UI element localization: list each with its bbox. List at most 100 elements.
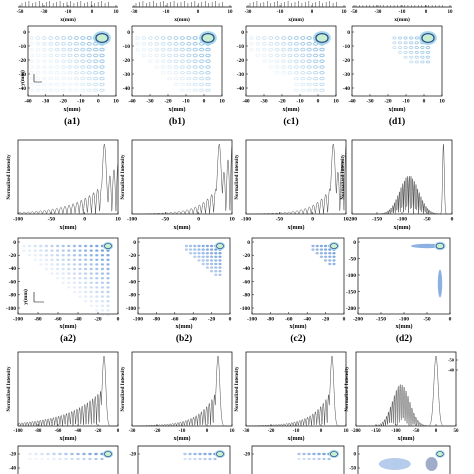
lobe-spot — [315, 248, 319, 251]
lobe-halo — [306, 47, 313, 52]
lobe-spot — [328, 248, 332, 251]
lobe-halo — [54, 53, 60, 58]
lobe-halo — [80, 76, 86, 81]
lobe-halo — [67, 59, 73, 64]
lobe-halo — [67, 65, 73, 69]
lobe-halo — [86, 76, 93, 81]
lobe-spot — [324, 248, 328, 251]
lobe-halo — [141, 41, 147, 46]
lobe-ring — [61, 65, 66, 69]
lobe-halo — [287, 65, 293, 69]
lobe-spot — [52, 452, 56, 456]
x-tick-label: -150 — [376, 317, 386, 323]
lobe-ring — [319, 88, 325, 92]
lobe-ring — [193, 83, 198, 86]
lobe-halo — [274, 41, 280, 46]
x-tick-label: 0 — [229, 317, 232, 323]
lobe-spot — [78, 272, 82, 275]
lobe-spot — [67, 267, 71, 271]
lobe-spot — [218, 255, 222, 258]
lobe-ring — [154, 53, 159, 57]
y-tick-label: 0 — [241, 30, 244, 36]
lobe-halo — [306, 35, 313, 41]
lobe-spot — [89, 290, 93, 294]
x-tick-label: -50 — [423, 217, 431, 223]
main-lobe-glow — [435, 450, 445, 458]
main-lobe-glow — [214, 449, 226, 458]
lobe-ring — [135, 42, 140, 46]
lobe-spot — [95, 300, 99, 303]
lobe-ring — [275, 36, 280, 40]
lobe-halo — [293, 82, 300, 87]
lobe-ring — [186, 53, 191, 57]
lobe-spot — [84, 286, 88, 289]
lobe-halo — [92, 76, 99, 81]
lobe-halo — [261, 47, 267, 52]
lobe-spot — [332, 262, 336, 266]
lobe-ring — [294, 88, 299, 92]
lobe-ring — [154, 36, 159, 40]
intensity-curve — [17, 143, 118, 215]
lobe-spot — [78, 290, 82, 294]
lobe-ring — [93, 77, 98, 80]
lobe-ring — [99, 53, 105, 57]
lobe-spot — [322, 452, 326, 456]
lobe-halo — [392, 36, 397, 40]
lobe-spot — [214, 273, 218, 276]
lobe-halo — [414, 55, 420, 59]
lobe-spot — [58, 452, 62, 456]
lobe-spot — [214, 270, 218, 273]
y-tick-label: 0 — [353, 240, 356, 246]
lobe-ring — [61, 36, 66, 40]
lobe-ring — [256, 42, 260, 46]
lobe-halo — [192, 35, 199, 41]
x-tick-label: -60 — [285, 317, 293, 323]
lobe-halo — [306, 70, 313, 75]
lobe-ring — [74, 59, 79, 63]
lobe-spot — [44, 244, 49, 248]
lobe-ring — [420, 60, 425, 64]
lobe-ring — [319, 53, 325, 57]
lobe-ring — [87, 77, 92, 80]
lobe-spot — [89, 300, 93, 303]
lobe-ring — [148, 59, 153, 63]
lobe-halo — [274, 47, 280, 52]
lobe-ring — [300, 59, 305, 63]
lobe-spot — [89, 258, 93, 261]
lobe-ring — [426, 56, 430, 59]
lobe-ring — [420, 46, 425, 49]
profile-frame — [17, 351, 119, 427]
y-tick-label: -40 — [448, 368, 455, 373]
lobe-halo — [268, 53, 274, 58]
lobe-ring — [392, 41, 397, 45]
lobe-ring — [93, 59, 98, 63]
x-tick-label: -80 — [267, 317, 275, 323]
panel-label: (b2) — [176, 333, 192, 344]
lobe-ring — [313, 88, 318, 92]
lobe-halo — [135, 41, 140, 46]
lobe-spot — [61, 258, 65, 261]
lobe-spot — [84, 277, 88, 280]
lobe-halo — [154, 36, 160, 40]
lobe-spot — [95, 281, 99, 284]
lobe-ring — [415, 41, 419, 45]
lobe-halo — [29, 82, 34, 87]
lobe-ring — [415, 36, 419, 40]
lobe-ring — [268, 65, 273, 69]
lobe-spot — [44, 267, 49, 271]
lobe-halo — [392, 46, 397, 50]
y-tick-label: 0 — [347, 30, 350, 36]
lobe-halo — [29, 76, 34, 81]
lobe-ring — [99, 71, 105, 75]
lobe-ring — [87, 83, 92, 86]
lobe-halo — [160, 59, 166, 64]
lobe-ring — [99, 59, 105, 63]
lobe-halo — [408, 41, 414, 45]
lobe-halo — [306, 41, 313, 46]
lobe-spot — [328, 262, 332, 266]
lobe-halo — [300, 41, 306, 46]
lobe-halo — [255, 47, 261, 52]
y-axis-label: Normalized Intensity — [7, 366, 12, 412]
lobe-spot — [189, 248, 193, 251]
lobe-spot — [56, 258, 60, 261]
